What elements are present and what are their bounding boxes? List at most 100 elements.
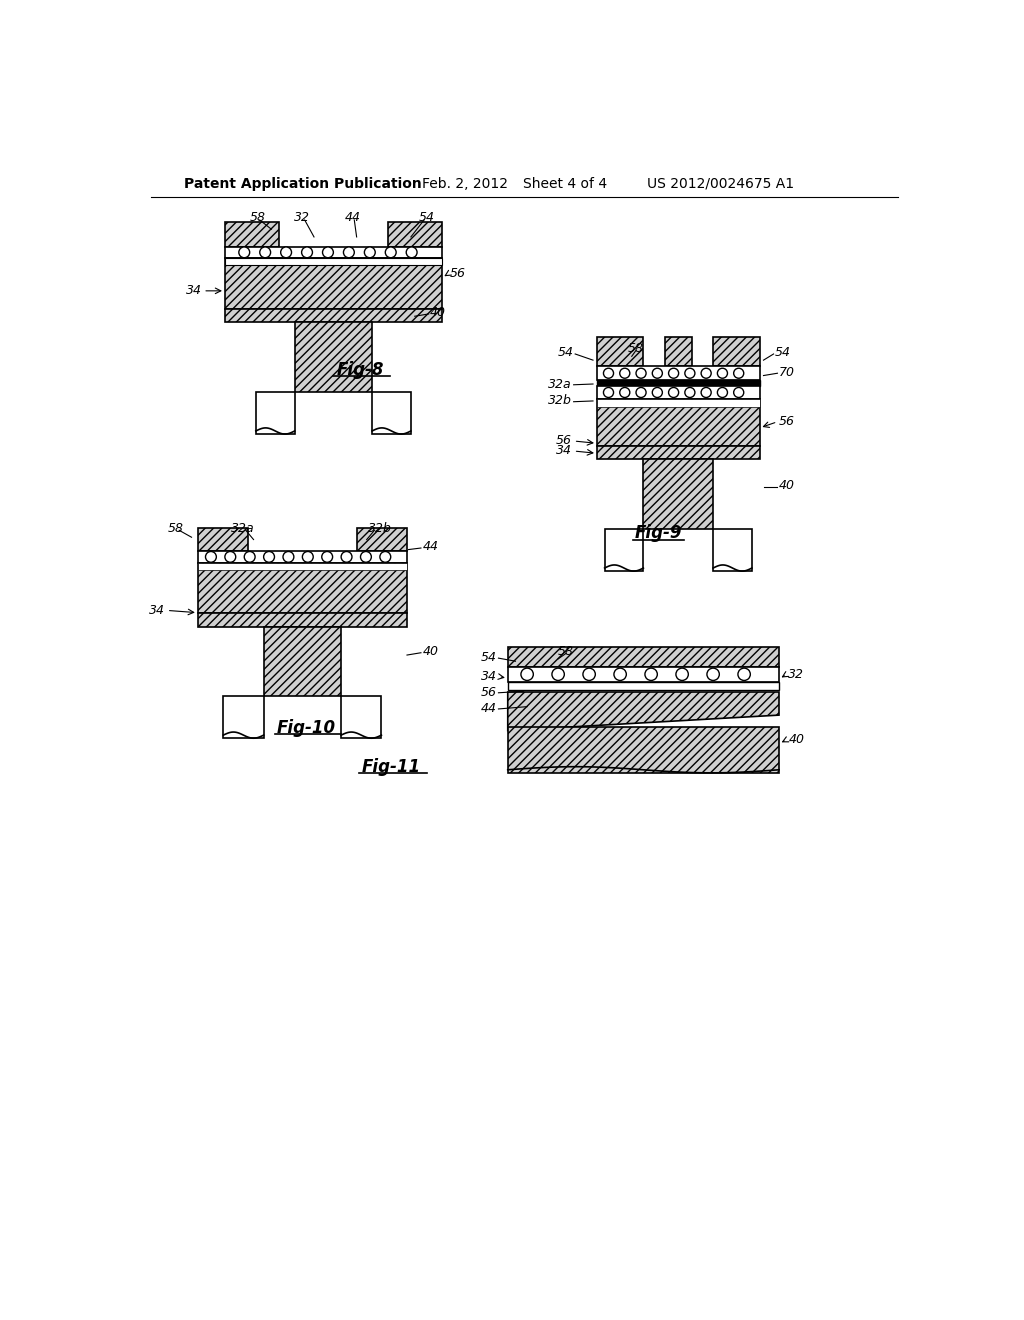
Bar	[597, 400, 760, 407]
Circle shape	[620, 388, 630, 397]
Text: 70: 70	[779, 366, 795, 379]
Circle shape	[652, 388, 663, 397]
Bar	[225, 257, 442, 309]
Text: 32b: 32b	[368, 521, 392, 535]
Circle shape	[281, 247, 292, 257]
Bar	[508, 682, 779, 689]
Circle shape	[701, 388, 712, 397]
Text: 58: 58	[628, 342, 644, 355]
Circle shape	[583, 668, 595, 681]
Circle shape	[636, 388, 646, 397]
Text: 56: 56	[450, 268, 466, 280]
Bar	[225, 309, 442, 322]
Circle shape	[521, 668, 534, 681]
Bar	[597, 400, 760, 446]
Circle shape	[263, 552, 274, 562]
Bar	[508, 667, 779, 682]
Bar	[597, 446, 760, 459]
Bar	[597, 337, 643, 367]
Text: 34: 34	[185, 284, 202, 297]
Bar	[643, 459, 713, 529]
Text: Fig-8: Fig-8	[337, 362, 384, 379]
Text: Fig-11: Fig-11	[361, 758, 421, 776]
Bar	[388, 222, 442, 247]
Circle shape	[718, 368, 727, 379]
Text: 32: 32	[788, 668, 804, 681]
Text: 58: 58	[250, 211, 266, 224]
Bar	[356, 528, 407, 552]
Text: 54: 54	[775, 346, 792, 359]
Text: 54: 54	[558, 346, 573, 359]
Circle shape	[652, 368, 663, 379]
Circle shape	[669, 388, 679, 397]
Bar	[713, 337, 760, 367]
Bar	[263, 627, 341, 696]
Circle shape	[343, 247, 354, 257]
Circle shape	[302, 552, 313, 562]
Text: 32a: 32a	[230, 521, 255, 535]
Bar	[223, 696, 263, 738]
Bar	[508, 647, 779, 667]
Circle shape	[407, 247, 417, 257]
Text: 44: 44	[345, 211, 360, 224]
Circle shape	[685, 368, 695, 379]
Circle shape	[341, 552, 352, 562]
Circle shape	[365, 247, 375, 257]
Circle shape	[302, 247, 312, 257]
Bar	[225, 247, 442, 257]
Circle shape	[669, 368, 679, 379]
Text: 58: 58	[168, 521, 184, 535]
Circle shape	[645, 668, 657, 681]
Text: Fig-9: Fig-9	[635, 524, 683, 543]
Bar	[341, 696, 381, 738]
Bar	[198, 612, 407, 627]
Bar	[256, 392, 295, 434]
Text: 40: 40	[779, 479, 795, 492]
Circle shape	[676, 668, 688, 681]
Text: 40: 40	[423, 644, 438, 657]
Bar	[713, 529, 752, 572]
Bar	[198, 562, 407, 612]
Circle shape	[685, 388, 695, 397]
Bar	[665, 337, 692, 367]
Circle shape	[206, 552, 216, 562]
Text: Sheet 4 of 4: Sheet 4 of 4	[523, 177, 607, 191]
Text: 56: 56	[481, 685, 497, 698]
Circle shape	[360, 552, 372, 562]
Text: 58: 58	[558, 644, 573, 657]
Text: 40: 40	[430, 306, 446, 319]
Circle shape	[385, 247, 396, 257]
Bar	[295, 322, 372, 392]
Circle shape	[380, 552, 391, 562]
Text: 44: 44	[481, 702, 497, 714]
Circle shape	[323, 247, 334, 257]
Bar	[508, 726, 779, 774]
Text: Patent Application Publication: Patent Application Publication	[183, 177, 422, 191]
Text: 56: 56	[556, 434, 572, 447]
Bar	[198, 562, 407, 570]
Circle shape	[603, 388, 613, 397]
Circle shape	[701, 368, 712, 379]
Text: 34: 34	[556, 445, 572, 458]
Circle shape	[603, 368, 613, 379]
Circle shape	[239, 247, 250, 257]
Bar	[604, 529, 643, 572]
Text: 44: 44	[423, 540, 438, 553]
Text: 34: 34	[150, 603, 165, 616]
Bar	[597, 367, 760, 380]
Bar	[198, 552, 407, 562]
Circle shape	[225, 552, 236, 562]
Text: Feb. 2, 2012: Feb. 2, 2012	[423, 177, 509, 191]
Circle shape	[733, 368, 743, 379]
Text: 34: 34	[481, 671, 497, 684]
Text: 54: 54	[419, 211, 434, 224]
Text: 32: 32	[294, 211, 310, 224]
Text: 32a: 32a	[549, 378, 572, 391]
Circle shape	[738, 668, 751, 681]
Circle shape	[245, 552, 255, 562]
Bar	[597, 385, 760, 400]
Bar	[372, 392, 411, 434]
Bar	[225, 222, 280, 247]
Circle shape	[283, 552, 294, 562]
Bar	[597, 380, 760, 385]
